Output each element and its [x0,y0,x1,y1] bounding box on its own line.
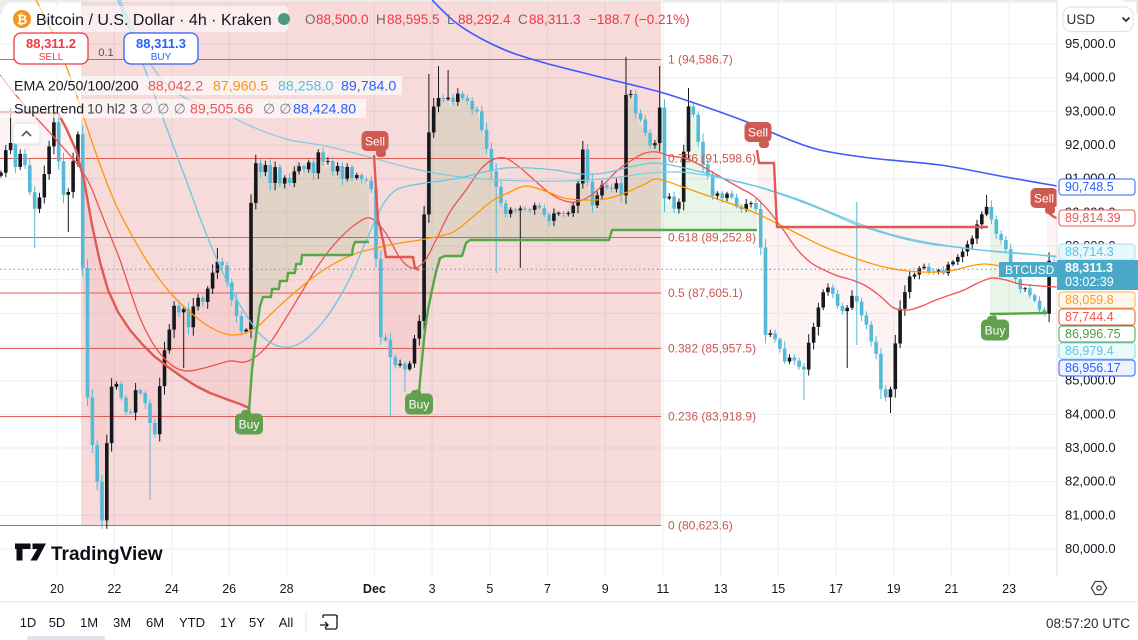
svg-text:L: L [447,12,455,27]
svg-text:3M: 3M [113,615,131,630]
svg-text:0.382 (85,957.5): 0.382 (85,957.5) [668,342,756,356]
svg-text:USD: USD [1067,12,1096,27]
svg-text:13: 13 [714,582,728,596]
svg-text:93,000.0: 93,000.0 [1065,103,1116,118]
svg-text:0.5 (87,605.1): 0.5 (87,605.1) [668,286,743,300]
svg-text:Bitcoin / U.S. Dollar · 4h · K: Bitcoin / U.S. Dollar · 4h · Kraken [36,12,272,29]
svg-text:1 (94,586.7): 1 (94,586.7) [668,53,733,67]
svg-text:87,744.4: 87,744.4 [1065,310,1114,324]
svg-text:All: All [279,615,294,630]
svg-text:Buy: Buy [239,418,260,432]
svg-text:88,292.4: 88,292.4 [458,12,511,27]
svg-text:5D: 5D [49,615,66,630]
svg-text:Buy: Buy [409,398,430,412]
svg-text:17: 17 [829,582,843,596]
svg-text:5Y: 5Y [249,615,265,630]
svg-text:YTD: YTD [179,615,205,630]
svg-text:83,000.0: 83,000.0 [1065,440,1116,455]
svg-text:TradingView: TradingView [51,544,163,565]
svg-text:86,956.17: 86,956.17 [1065,361,1121,375]
svg-text:22: 22 [107,582,121,596]
svg-text:95,000.0: 95,000.0 [1065,36,1116,51]
svg-text:1Y: 1Y [220,615,236,630]
svg-text:82,000.0: 82,000.0 [1065,474,1116,489]
svg-text:84,000.0: 84,000.0 [1065,406,1116,421]
svg-text:88,042.2: 88,042.2 [148,79,203,95]
svg-text:O: O [305,12,316,27]
svg-text:15: 15 [771,582,785,596]
svg-text:1D: 1D [20,615,37,630]
svg-text:88,714.3: 88,714.3 [1065,245,1114,259]
svg-text:5: 5 [486,582,493,596]
svg-text:BUY: BUY [151,52,172,63]
svg-text:Sell: Sell [365,135,385,149]
svg-text:88,311.2: 88,311.2 [26,36,76,51]
svg-text:∅ ∅: ∅ ∅ [263,102,292,118]
svg-text:C: C [518,12,528,27]
svg-text:0.236 (83,918.9): 0.236 (83,918.9) [668,410,756,424]
svg-text:88,311.3: 88,311.3 [136,36,186,51]
svg-text:90,748.5: 90,748.5 [1065,180,1114,194]
svg-text:24: 24 [165,582,179,596]
svg-text:23: 23 [1002,582,1016,596]
svg-text:3: 3 [429,582,436,596]
svg-text:20: 20 [50,582,64,596]
svg-text:86,979.4: 86,979.4 [1065,344,1114,358]
svg-text:SELL: SELL [39,52,64,63]
svg-text:₿: ₿ [17,12,28,27]
svg-text:∅ ∅ ∅: ∅ ∅ ∅ [141,102,186,118]
svg-text:88,500.0: 88,500.0 [316,12,369,27]
svg-text:87,960.5: 87,960.5 [213,79,268,95]
svg-text:26: 26 [222,582,236,596]
svg-text:88,258.0: 88,258.0 [278,79,333,95]
svg-text:0.786 (91,598.6): 0.786 (91,598.6) [668,152,756,166]
svg-text:10 hl2 3: 10 hl2 3 [87,102,138,118]
svg-text:88,059.8: 88,059.8 [1065,293,1114,307]
svg-text:9: 9 [602,582,609,596]
svg-text:88,424.80: 88,424.80 [293,102,356,118]
svg-text:−188.7 (−0.21%): −188.7 (−0.21%) [589,12,690,27]
svg-text:89,784.0: 89,784.0 [341,79,396,95]
svg-text:Supertrend: Supertrend [14,102,84,118]
svg-text:89,814.39: 89,814.39 [1065,211,1121,225]
svg-text:Sell: Sell [748,126,768,140]
svg-text:88,311.3: 88,311.3 [1065,261,1113,275]
svg-text:03:02:39: 03:02:39 [1065,275,1114,289]
svg-text:Sell: Sell [1034,192,1054,206]
svg-text:1M: 1M [80,615,98,630]
svg-text:Dec: Dec [363,582,386,596]
svg-text:86,996.75: 86,996.75 [1065,327,1121,341]
svg-text:6M: 6M [146,615,164,630]
svg-text:92,000.0: 92,000.0 [1065,137,1116,152]
svg-text:21: 21 [944,582,958,596]
svg-text:80,000.0: 80,000.0 [1065,541,1116,556]
svg-text:08:57:20 UTC: 08:57:20 UTC [1046,616,1130,631]
svg-text:81,000.0: 81,000.0 [1065,507,1116,522]
svg-text:EMA 20/50/100/200: EMA 20/50/100/200 [14,79,139,95]
svg-text:Buy: Buy [985,324,1006,338]
svg-text:28: 28 [280,582,294,596]
svg-text:94,000.0: 94,000.0 [1065,70,1116,85]
svg-text:88,595.5: 88,595.5 [387,12,440,27]
svg-text:89,505.66: 89,505.66 [190,102,253,118]
svg-text:11: 11 [656,582,669,596]
svg-text:H: H [376,12,386,27]
svg-text:0.1: 0.1 [98,47,113,59]
svg-text:19: 19 [887,582,901,596]
svg-text:7: 7 [544,582,551,596]
svg-text:BTCUSD: BTCUSD [1005,263,1055,277]
svg-text:0 (80,623.6): 0 (80,623.6) [668,519,733,533]
svg-text:88,311.3: 88,311.3 [529,12,581,27]
svg-text:0.618 (89,252.8): 0.618 (89,252.8) [668,231,756,245]
